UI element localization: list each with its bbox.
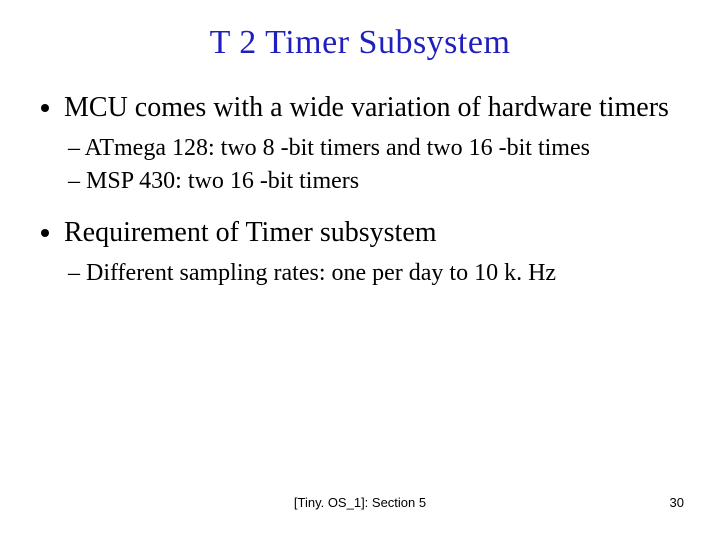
footer-reference: [Tiny. OS_1]: Section 5 [0, 495, 720, 510]
sub-item: – ATmega 128: two 8 -bit timers and two … [68, 133, 690, 164]
bullet-text: Requirement of Timer subsystem [64, 217, 437, 248]
slide-title: T 2 Timer Subsystem [0, 0, 720, 90]
slide-body: MCU comes with a wide variation of hardw… [0, 90, 720, 290]
bullet-text: MCU comes with a wide variation of hardw… [64, 92, 669, 123]
bullet-list: MCU comes with a wide variation of hardw… [34, 90, 690, 290]
bullet-item: Requirement of Timer subsystem – Differe… [64, 215, 690, 289]
sub-item: – Different sampling rates: one per day … [68, 258, 690, 289]
page-number: 30 [670, 495, 684, 510]
sub-item: – MSP 430: two 16 -bit timers [68, 166, 690, 197]
slide: T 2 Timer Subsystem MCU comes with a wid… [0, 0, 720, 540]
sub-list: – ATmega 128: two 8 -bit timers and two … [68, 133, 690, 197]
bullet-item: MCU comes with a wide variation of hardw… [64, 90, 690, 197]
sub-list: – Different sampling rates: one per day … [68, 258, 690, 289]
